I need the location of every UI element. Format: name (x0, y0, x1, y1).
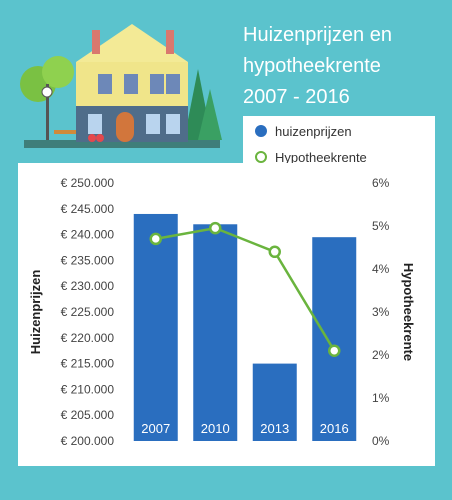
y-axis-title: Huizenprijzen (28, 270, 43, 355)
window (88, 114, 102, 134)
window (166, 114, 180, 134)
chart-title: Huizenprijzen en hypotheekrente 2007 - 2… (243, 20, 443, 113)
legend-line-swatch (255, 151, 267, 163)
y-right-tick-label: 6% (372, 176, 390, 190)
y-tick-label: € 240.000 (61, 228, 115, 242)
legend-item-hypotheekrente: Hypotheekrente (255, 148, 367, 166)
flower-icon (96, 134, 104, 142)
chart-card: € 200.000 € 205.000 € 210.000 € 215.000 € 22… (18, 163, 435, 466)
y-tick-label: € 215.000 (61, 357, 115, 371)
bar-category-label: 2013 (260, 421, 289, 436)
bar-2010 (193, 224, 238, 441)
rate-point-2016 (328, 344, 341, 357)
lamp-post (46, 84, 49, 140)
pine-tree-small-icon (198, 89, 222, 140)
legend-item-huizenprijzen: huizenprijzen (255, 122, 352, 140)
window (166, 74, 180, 94)
bar-category-label: 2016 (320, 421, 349, 436)
chimney-left (92, 30, 100, 54)
chart-title-line-1: Huizenprijzen en (243, 24, 392, 46)
y-tick-label: € 250.000 (61, 176, 115, 190)
y-right-tick-label: 2% (372, 348, 390, 362)
y-right-axis-title: Hypotheekrente (401, 263, 416, 361)
ground (24, 140, 220, 148)
window (124, 74, 138, 94)
y-right-tick-label: 0% (372, 434, 390, 448)
y-right-tick-label: 4% (372, 262, 390, 276)
chimney-right (166, 30, 174, 54)
chart-svg: € 200.000 € 205.000 € 210.000 € 215.000 € 22… (28, 176, 416, 448)
bar-2013 (252, 363, 297, 441)
chart-title-line-2: hypotheekrente (243, 55, 381, 77)
y-right-tick-label: 5% (372, 219, 390, 233)
house-illustration (20, 24, 222, 148)
rate-line (155, 226, 336, 352)
tree-left-top (42, 56, 74, 88)
y-tick-label: € 235.000 (61, 253, 115, 267)
window (98, 74, 112, 94)
chart-legend: huizenprijzen Hypotheekrente (243, 116, 435, 170)
house-roof (76, 24, 188, 62)
rate-point-2010 (209, 221, 222, 235)
window (146, 114, 160, 134)
bar-category-label: 2010 (201, 421, 230, 436)
bench (54, 130, 76, 134)
legend-line-label: Hypotheekrente (275, 149, 367, 165)
lamp-icon (41, 86, 53, 98)
bar-2016 (312, 237, 357, 441)
y-tick-label: € 230.000 (61, 279, 115, 293)
y-right-tick-label: 3% (372, 305, 390, 319)
y-tick-label: € 220.000 (61, 331, 115, 345)
legend-bar-label: huizenprijzen (275, 123, 352, 139)
flower-icon (88, 134, 96, 142)
bar-category-label: 2007 (141, 421, 170, 436)
y-tick-label: € 245.000 (61, 202, 115, 216)
rate-point-2007 (149, 232, 162, 246)
legend-bar-swatch (255, 125, 267, 137)
rate-point-2013 (268, 245, 281, 259)
bar-2007 (133, 213, 178, 441)
y-tick-label: € 210.000 (61, 382, 115, 396)
window (150, 74, 164, 94)
y-tick-label: € 225.000 (61, 305, 115, 319)
door (116, 112, 134, 142)
y-tick-label: € 205.000 (61, 408, 115, 422)
chart-title-line-3: 2007 - 2016 (243, 86, 350, 108)
y-right-tick-label: 1% (372, 391, 390, 405)
y-tick-label: € 200.000 (61, 434, 115, 448)
